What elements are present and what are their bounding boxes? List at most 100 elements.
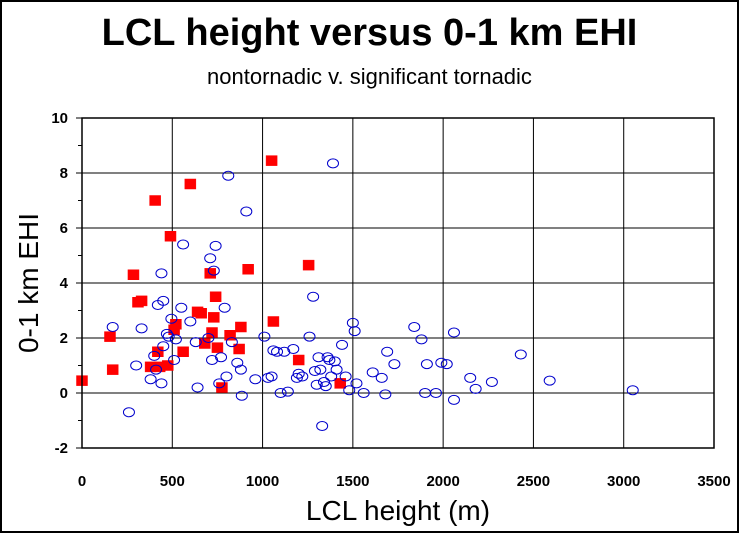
x-tick-label: 0	[78, 473, 86, 490]
tornadic-point	[209, 291, 222, 302]
nontornadic-point	[225, 337, 238, 348]
nontornadic-point	[191, 382, 204, 393]
nontornadic-point	[312, 352, 325, 363]
nontornadic-point	[323, 355, 336, 365]
y-tick-label: 10	[51, 110, 68, 127]
y-tick-label: 6	[60, 220, 68, 237]
nontornadic-point	[469, 383, 482, 394]
nontornadic-point	[175, 302, 188, 313]
nontornadic-point	[218, 302, 231, 313]
y-tick-label: 4	[60, 275, 69, 292]
nontornadic-point	[339, 371, 352, 382]
nontornadic-point	[307, 291, 320, 302]
nontornadic-point	[157, 295, 170, 306]
tornadic-point	[211, 342, 224, 353]
tornadic-point	[164, 231, 177, 242]
y-axis-label: 0-1 km EHI	[13, 213, 44, 353]
nontornadic-point	[155, 268, 168, 279]
nontornadic-point	[265, 371, 278, 382]
nontornadic-point	[165, 313, 178, 324]
nontornadic-point	[290, 372, 303, 383]
tornadic-point	[224, 330, 236, 341]
grid-lines	[82, 118, 714, 448]
nontornadic-point	[169, 334, 182, 345]
nontornadic-point	[213, 378, 226, 389]
nontornadic-point	[464, 372, 477, 383]
nontornadic-point	[144, 374, 157, 385]
tornadic-point	[127, 269, 140, 280]
nontornadic-point	[209, 240, 222, 251]
tornadic-point	[195, 308, 207, 319]
nontornadic-point	[375, 372, 388, 383]
nontornadic-point	[271, 346, 284, 357]
nontornadic-point	[135, 323, 148, 334]
nontornadic-point	[303, 331, 316, 342]
nontornadic-point	[206, 355, 219, 365]
nontornadic-point	[207, 265, 220, 276]
tornadic-point	[199, 338, 211, 349]
nontornadic-point	[317, 377, 330, 387]
tornadic-point	[334, 378, 346, 389]
nontornadic-point	[308, 366, 321, 376]
nontornadic-point	[222, 170, 235, 181]
nontornadic-point	[162, 331, 175, 342]
nontornadic-point	[202, 333, 215, 343]
nontornadic-point	[319, 381, 332, 392]
nontornadic-point	[249, 374, 262, 385]
nontornadic-point	[215, 352, 228, 363]
chart-title: LCL height versus 0-1 km EHI	[101, 12, 638, 54]
tornadic-point	[104, 331, 116, 342]
plot-area-border	[81, 117, 715, 449]
nontornadic-point	[235, 390, 248, 401]
tornadic-point	[233, 343, 245, 355]
nontornadic-point	[155, 378, 168, 389]
nontornadic-point	[388, 359, 401, 370]
nontornadic-point	[415, 334, 428, 345]
nontornadic-point	[278, 346, 291, 357]
nontornadic-point	[447, 327, 460, 338]
nontornadic-point	[357, 388, 370, 398]
y-tick-label: 8	[60, 165, 68, 182]
tornadic-point	[292, 354, 305, 366]
nontornadic-point	[429, 388, 442, 398]
tornadic-point	[170, 319, 182, 330]
data-points	[76, 155, 639, 431]
x-tick-label: 1500	[336, 473, 369, 490]
x-tick-label: 3500	[697, 473, 730, 490]
y-tick-label: 2	[60, 330, 68, 347]
nontornadic-point	[204, 253, 217, 264]
tornadic-point	[149, 195, 161, 206]
nontornadic-point	[440, 359, 453, 370]
x-axis-label: LCL height (m)	[306, 495, 490, 526]
nontornadic-point	[420, 359, 433, 370]
axis-ticks: 0 500 1000 1500 2000 2500 3000 3500 -2 0 2 4 6 8 10	[51, 110, 730, 490]
nontornadic-point	[379, 389, 392, 400]
nontornadic-point	[314, 364, 327, 375]
x-tick-label: 2000	[426, 473, 459, 490]
tornadic-point	[135, 295, 148, 307]
nontornadic-point	[258, 331, 271, 342]
nontornadic-point	[274, 388, 287, 398]
nontornadic-point	[157, 341, 170, 352]
tornadic-point	[265, 155, 278, 166]
nontornadic-point	[326, 158, 339, 169]
nontornadic-point	[292, 368, 305, 379]
x-tick-label: 500	[160, 473, 185, 490]
nontornadic-point	[343, 385, 356, 396]
tornadic-point	[106, 364, 119, 375]
tornadic-point	[184, 178, 197, 190]
nontornadic-point	[350, 378, 363, 389]
nontornadic-point	[408, 322, 421, 332]
nontornadic-point	[447, 394, 460, 405]
nontornadic-point	[189, 337, 202, 348]
tornadic-point	[162, 360, 174, 371]
tornadic-point	[177, 346, 189, 357]
x-tick-label: 1000	[246, 473, 279, 490]
nontornadic-point	[234, 364, 247, 375]
nontornadic-point	[366, 367, 379, 378]
chart-subtitle: nontornadic v. significant tornadic	[207, 64, 532, 89]
nontornadic-point	[231, 357, 244, 368]
tornadic-point	[206, 327, 218, 338]
nontornadic-point	[177, 239, 190, 250]
